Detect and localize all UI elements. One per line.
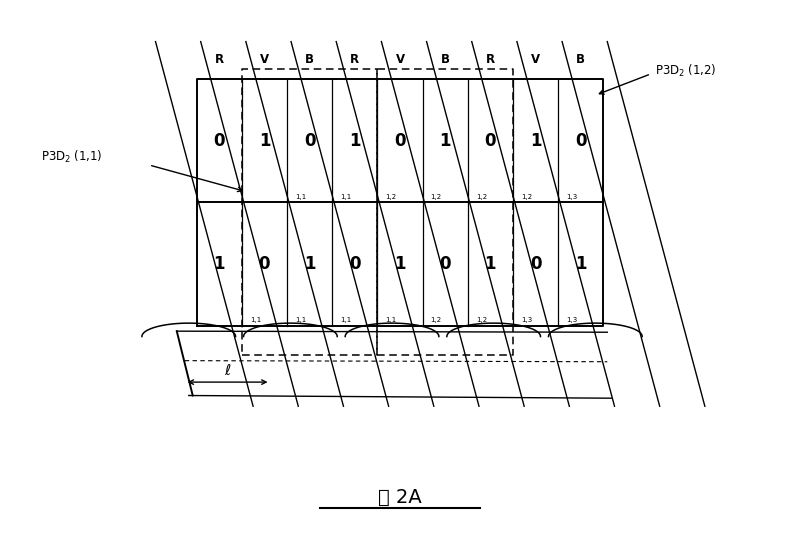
Text: 0: 0	[258, 255, 270, 273]
Text: V: V	[395, 53, 405, 66]
Text: 1: 1	[485, 255, 496, 273]
Text: 1,2: 1,2	[476, 194, 487, 200]
Text: 1: 1	[304, 255, 315, 273]
Text: $\ell$: $\ell$	[224, 363, 231, 378]
Text: 1,1: 1,1	[295, 317, 306, 323]
Text: 1,3: 1,3	[521, 317, 532, 323]
Text: 0: 0	[530, 255, 542, 273]
Text: 1: 1	[575, 255, 586, 273]
Text: 1,3: 1,3	[566, 317, 578, 323]
Text: 图 2A: 图 2A	[378, 488, 422, 507]
Text: R: R	[350, 53, 359, 66]
Text: 0: 0	[304, 132, 315, 150]
Text: 1: 1	[258, 132, 270, 150]
Text: P3D$_2$ (1,2): P3D$_2$ (1,2)	[655, 63, 717, 79]
Text: P3D$_2$ (1,1): P3D$_2$ (1,1)	[42, 149, 102, 165]
Text: 1: 1	[530, 132, 542, 150]
Text: 1,1: 1,1	[295, 194, 306, 200]
Text: 1,2: 1,2	[386, 194, 397, 200]
Text: 1: 1	[394, 255, 406, 273]
Text: 0: 0	[349, 255, 361, 273]
Text: 1: 1	[214, 255, 225, 273]
Text: 1,1: 1,1	[250, 317, 261, 323]
Text: 1,3: 1,3	[566, 194, 578, 200]
Text: 0: 0	[214, 132, 225, 150]
Text: 0: 0	[394, 132, 406, 150]
Text: 0: 0	[575, 132, 586, 150]
Text: 1,1: 1,1	[386, 317, 397, 323]
Text: 1: 1	[439, 132, 451, 150]
Text: 1,2: 1,2	[430, 317, 442, 323]
Text: V: V	[260, 53, 269, 66]
Text: 1,1: 1,1	[340, 194, 351, 200]
Text: 1,2: 1,2	[430, 194, 442, 200]
Text: 0: 0	[485, 132, 496, 150]
Text: 1,2: 1,2	[476, 317, 487, 323]
Text: V: V	[531, 53, 540, 66]
Text: R: R	[486, 53, 495, 66]
Text: B: B	[305, 53, 314, 66]
Text: 1,1: 1,1	[340, 317, 351, 323]
Text: R: R	[214, 53, 224, 66]
Text: B: B	[576, 53, 586, 66]
Text: B: B	[441, 53, 450, 66]
Text: 1,2: 1,2	[521, 194, 532, 200]
Text: 1: 1	[349, 132, 361, 150]
Text: 0: 0	[439, 255, 451, 273]
